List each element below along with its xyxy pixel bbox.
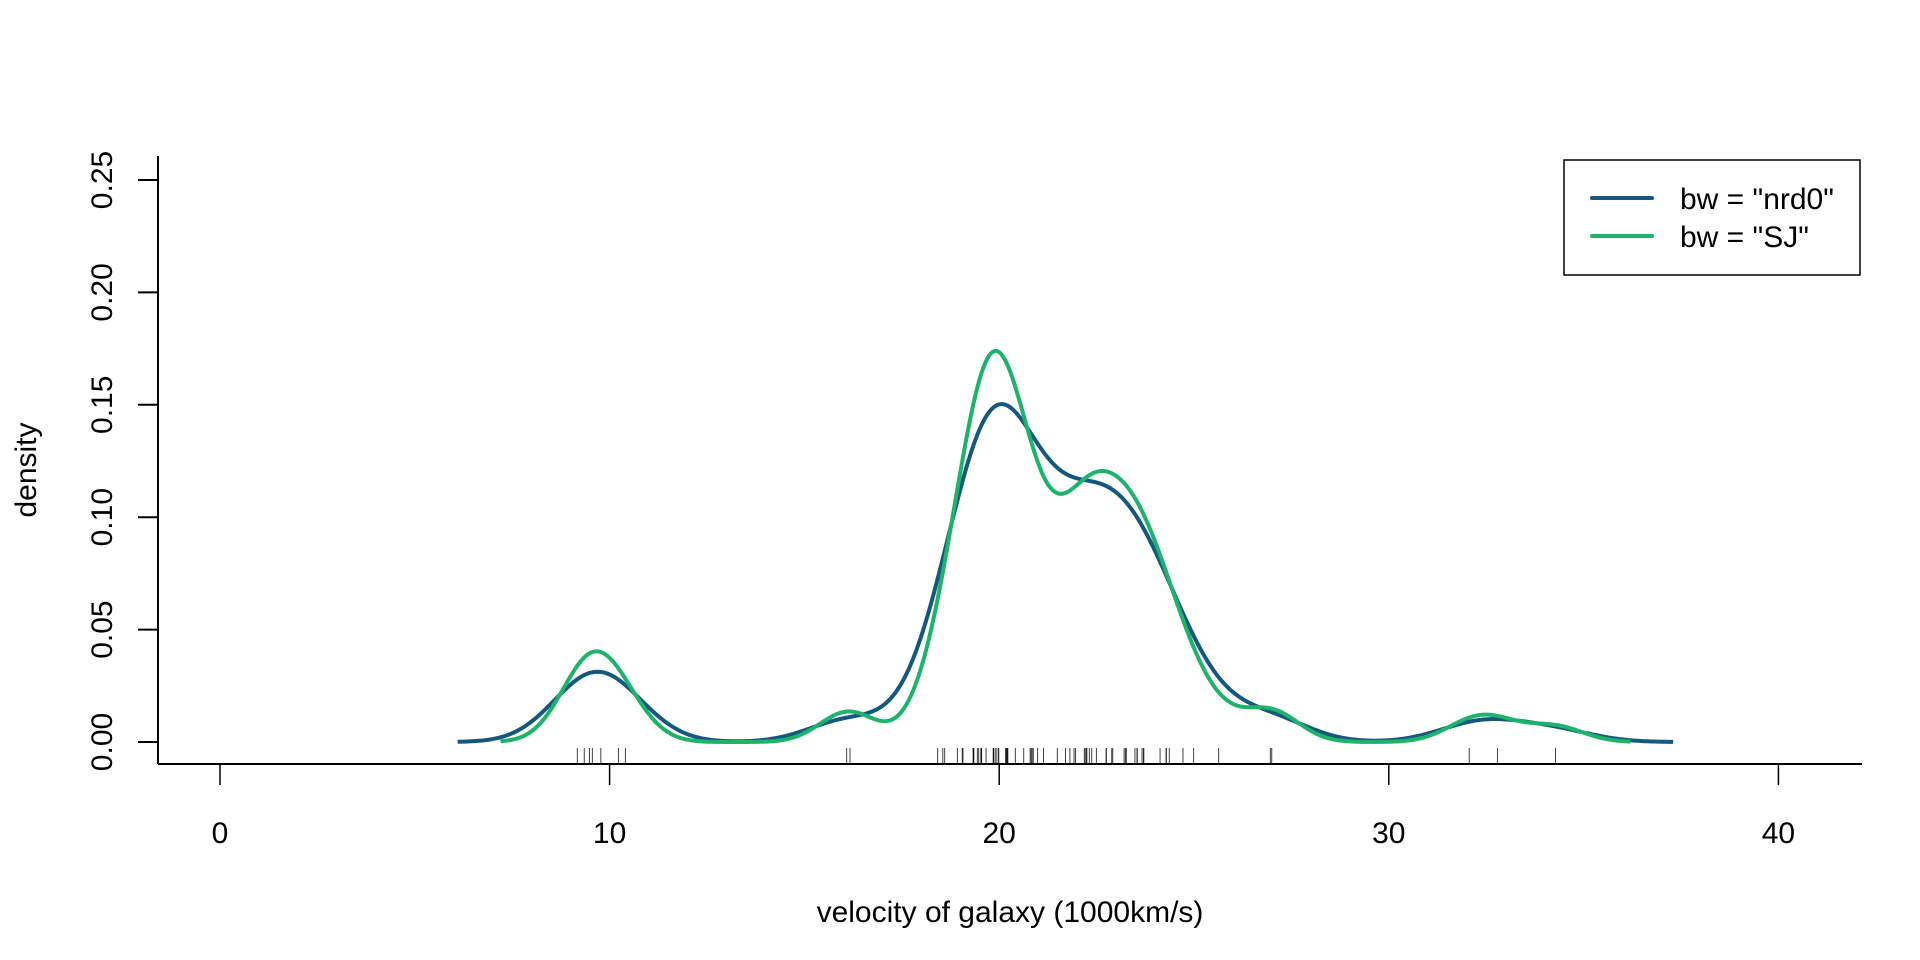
y-axis-title: density bbox=[10, 422, 43, 517]
y-tick-label: 0.20 bbox=[86, 263, 119, 321]
y-tick-label: 0.15 bbox=[86, 376, 119, 434]
x-tick-label: 0 bbox=[212, 817, 229, 850]
legend-label-nrd0: bw = "nrd0" bbox=[1680, 183, 1834, 216]
x-axis-title: velocity of galaxy (1000km/s) bbox=[817, 896, 1204, 929]
y-tick-label: 0.10 bbox=[86, 488, 119, 546]
x-tick-label: 10 bbox=[593, 817, 626, 850]
x-tick-label: 30 bbox=[1372, 817, 1405, 850]
legend-label-sj: bw = "SJ" bbox=[1680, 221, 1809, 254]
legend: bw = "nrd0" bw = "SJ" bbox=[1563, 159, 1861, 276]
x-tick-label: 40 bbox=[1762, 817, 1795, 850]
density-curves bbox=[457, 348, 1674, 744]
curve-sj bbox=[500, 348, 1631, 744]
rug-marks bbox=[576, 748, 1557, 764]
y-tick-label: 0.00 bbox=[86, 713, 119, 771]
legend-box bbox=[1563, 159, 1861, 276]
y-tick-label: 0.25 bbox=[86, 151, 119, 209]
x-axis: 0 10 20 30 40 bbox=[158, 763, 1862, 850]
y-axis: 0.00 0.05 0.10 0.15 0.20 0.25 bbox=[86, 151, 159, 771]
x-tick-label: 20 bbox=[983, 817, 1016, 850]
curve-nrd0 bbox=[457, 402, 1674, 744]
y-tick-label: 0.05 bbox=[86, 600, 119, 658]
